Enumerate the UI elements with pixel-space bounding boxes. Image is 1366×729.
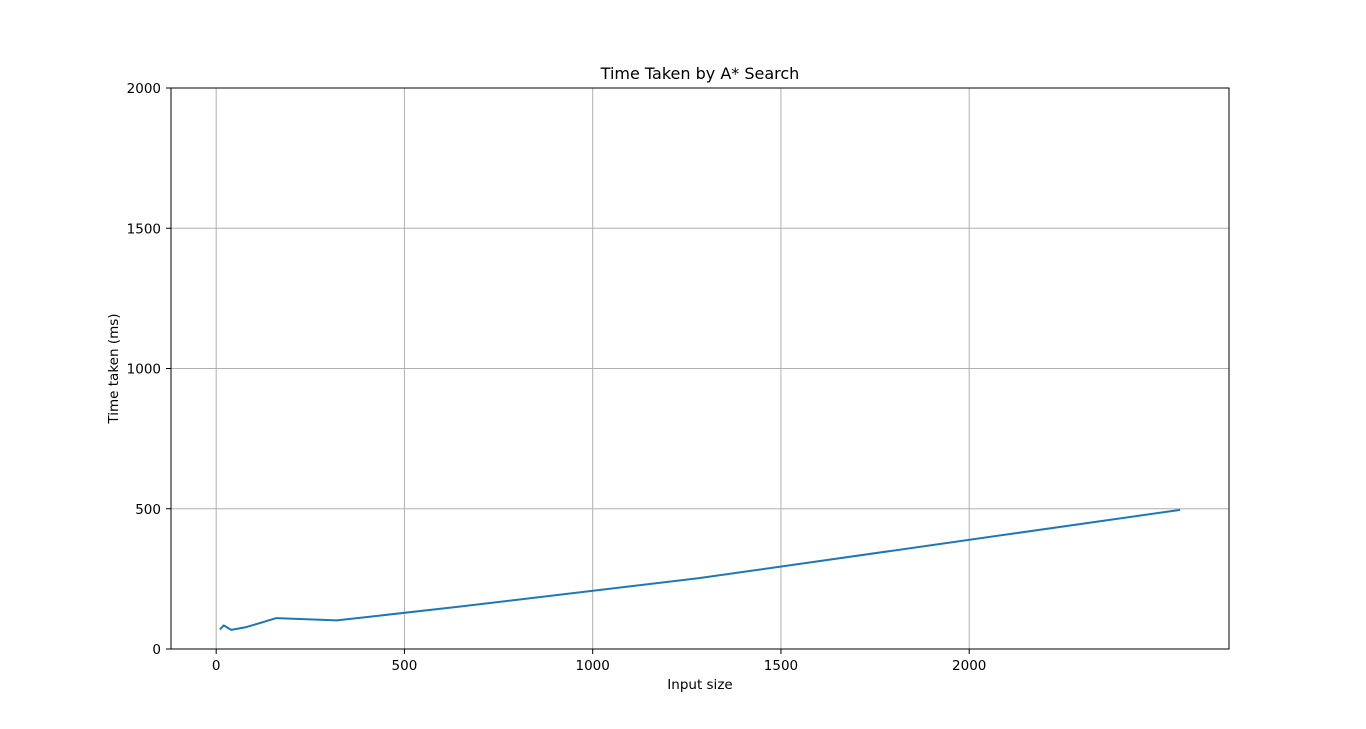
grid xyxy=(171,87,1229,650)
x-tick-label: 500 xyxy=(392,658,418,674)
x-tick-label: 0 xyxy=(212,658,221,674)
ticks: 0 500 1000 1500 2000 0 500 1000 1500 2000 xyxy=(127,81,987,674)
x-tick-label: 2000 xyxy=(952,658,986,674)
series-layer xyxy=(219,508,1181,631)
y-axis-label: Time taken (ms) xyxy=(106,313,122,424)
x-tick-label: 1000 xyxy=(576,658,610,674)
x-tick-label: 1500 xyxy=(764,658,798,674)
chart-title: Time Taken by A* Search xyxy=(600,64,800,83)
y-tick-label: 1500 xyxy=(127,221,161,237)
series-line xyxy=(219,508,1181,631)
y-tick-label: 500 xyxy=(135,502,161,518)
y-tick-label: 0 xyxy=(152,642,161,658)
x-axis-label: Input size xyxy=(667,677,732,693)
y-tick-label: 2000 xyxy=(127,81,161,97)
y-tick-label: 1000 xyxy=(127,362,161,378)
